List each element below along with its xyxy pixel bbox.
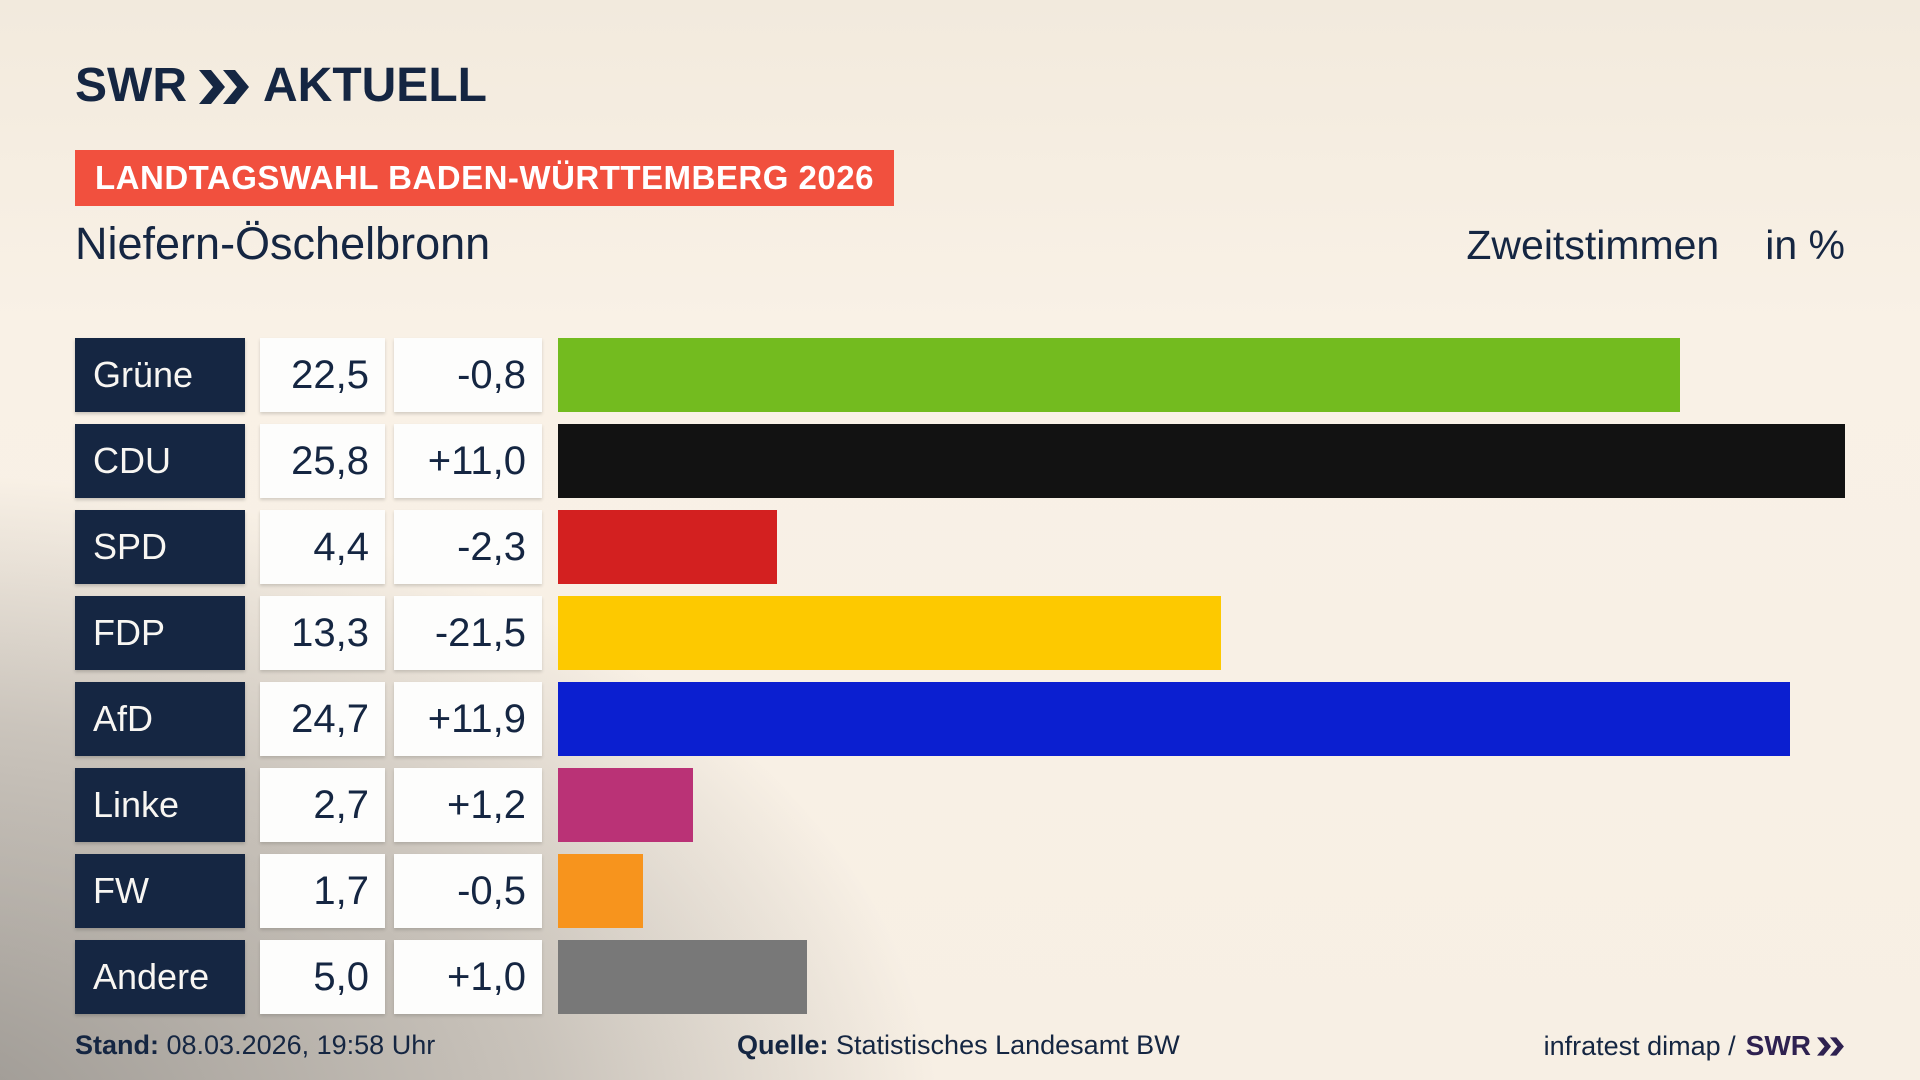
bar-track xyxy=(558,940,1845,1014)
row-afd: AfD 24,7 +11,9 xyxy=(75,682,1845,756)
result-bar xyxy=(558,338,1681,412)
bar-track xyxy=(558,424,1845,498)
party-label: FDP xyxy=(75,596,245,670)
row-andere: Andere 5,0 +1,0 xyxy=(75,940,1845,1014)
metric-label: Zweitstimmen xyxy=(1466,222,1720,268)
row-linke: Linke 2,7 +1,2 xyxy=(75,768,1845,842)
change-cell: -21,5 xyxy=(394,596,542,670)
results-table: Grüne 22,5 -0,8 CDU 25,8 +11,0 SPD 4,4 -… xyxy=(75,338,1845,1014)
party-label: Linke xyxy=(75,768,245,842)
credit-note: infratest dimap / SWR xyxy=(1544,1030,1845,1062)
value-cell: 5,0 xyxy=(260,940,385,1014)
bar-track xyxy=(558,338,1845,412)
row-fdp: FDP 13,3 -21,5 xyxy=(75,596,1845,670)
party-label: CDU xyxy=(75,424,245,498)
result-bar xyxy=(558,768,693,842)
stand-timestamp: Stand: 08.03.2026, 19:58 Uhr xyxy=(75,1030,436,1060)
metric-title: Zweitstimmen in % xyxy=(1466,222,1845,269)
result-bar xyxy=(558,682,1791,756)
party-label: SPD xyxy=(75,510,245,584)
bar-track xyxy=(558,596,1845,670)
change-cell: +11,0 xyxy=(394,424,542,498)
metric-unit: in % xyxy=(1765,222,1845,268)
bar-track xyxy=(558,768,1845,842)
swr-aktuell-logo: SWR AKTUELL xyxy=(75,58,487,113)
swr-chevrons-icon xyxy=(198,69,251,104)
credit-text: infratest dimap / xyxy=(1543,1030,1736,1061)
municipality-title: Niefern-Öschelbronn xyxy=(75,218,491,269)
value-cell: 25,8 xyxy=(260,424,385,498)
bar-track xyxy=(558,682,1845,756)
title-row: Niefern-Öschelbronn Zweitstimmen in % xyxy=(75,218,1845,270)
row-fw: FW 1,7 -0,5 xyxy=(75,854,1845,928)
change-cell: +1,0 xyxy=(394,940,542,1014)
aktuell-wordmark: AKTUELL xyxy=(262,59,487,112)
result-bar xyxy=(558,596,1222,670)
value-cell: 24,7 xyxy=(260,682,385,756)
party-label: FW xyxy=(75,854,245,928)
change-cell: +1,2 xyxy=(394,768,542,842)
source-note: Quelle: Statistisches Landesamt BW xyxy=(737,1030,1180,1060)
swr-wordmark: SWR xyxy=(75,59,187,112)
row-cdu: CDU 25,8 +11,0 xyxy=(75,424,1845,498)
value-cell: 22,5 xyxy=(260,338,385,412)
election-banner: LANDTAGSWAHL BADEN-WÜRTTEMBERG 2026 xyxy=(75,150,894,206)
result-bar xyxy=(558,940,808,1014)
row-spd: SPD 4,4 -2,3 xyxy=(75,510,1845,584)
result-bar xyxy=(558,854,643,928)
party-label: Andere xyxy=(75,940,245,1014)
change-cell: -2,3 xyxy=(394,510,542,584)
result-bar xyxy=(558,510,778,584)
change-cell: +11,9 xyxy=(394,682,542,756)
value-cell: 13,3 xyxy=(260,596,385,670)
change-cell: -0,8 xyxy=(394,338,542,412)
change-cell: -0,5 xyxy=(394,854,542,928)
result-bar xyxy=(558,424,1845,498)
value-cell: 4,4 xyxy=(260,510,385,584)
party-label: AfD xyxy=(75,682,245,756)
footer: Stand: 08.03.2026, 19:58 Uhr Quelle: Sta… xyxy=(75,1030,1845,1070)
row-gruene: Grüne 22,5 -0,8 xyxy=(75,338,1845,412)
bar-track xyxy=(558,854,1845,928)
swr-chevrons-icon xyxy=(1817,1036,1844,1056)
bar-track xyxy=(558,510,1845,584)
credit-swr-logo: SWR xyxy=(1746,1030,1845,1062)
party-label: Grüne xyxy=(75,338,245,412)
value-cell: 2,7 xyxy=(260,768,385,842)
value-cell: 1,7 xyxy=(260,854,385,928)
